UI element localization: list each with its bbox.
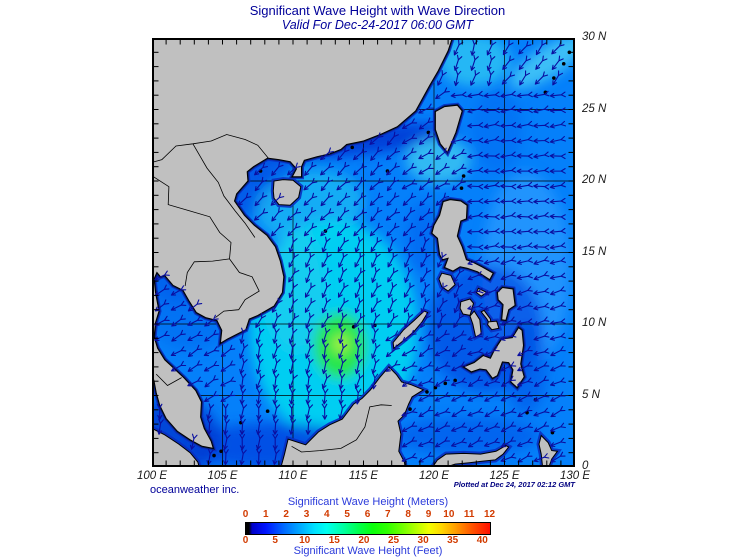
meters-tick-label: 9 [425, 509, 432, 520]
plotted-timestamp: Plotted at Dec 24, 2017 02:12 GMT [453, 480, 575, 489]
meters-tick-label: 4 [324, 509, 330, 520]
feet-tick-label: 15 [328, 535, 340, 546]
lat-label: 15 N [582, 245, 607, 258]
meters-tick-label: 7 [385, 509, 391, 520]
lat-label: 10 N [582, 317, 607, 329]
lon-label: 100 E [136, 470, 168, 482]
meters-tick-label: 11 [463, 509, 475, 520]
feet-tick-label: 40 [476, 535, 488, 546]
map-canvas [152, 38, 575, 467]
lat-label: 20 N [582, 174, 607, 186]
wave-height-colorbar [245, 522, 491, 535]
feet-tick-label: 25 [387, 535, 400, 546]
lat-label: 0 [582, 460, 589, 472]
lat-label: 5 N [582, 388, 600, 401]
lon-label: 110 E [278, 470, 308, 482]
feet-tick-label: 0 [242, 535, 249, 546]
lat-label: 30 N [582, 31, 607, 43]
valid-time-subtitle: Valid For Dec-24-2017 06:00 GMT [281, 18, 474, 32]
lat-label: 25 N [582, 102, 607, 115]
feet-tick-label: 30 [417, 535, 429, 546]
meters-tick-label: 6 [364, 509, 371, 520]
meters-tick-label: 8 [405, 509, 411, 520]
lon-label: 130 E [559, 470, 591, 482]
page-title: Significant Wave Height with Wave Direct… [249, 3, 506, 18]
meters-tick-label: 3 [303, 509, 310, 520]
lon-label: 105 E [207, 470, 238, 482]
lon-label: 115 E [348, 470, 379, 482]
feet-tick-label: 10 [299, 535, 311, 546]
legend-feet-title: Significant Wave Height (Feet) [293, 545, 443, 557]
meters-tick-label: 12 [483, 509, 496, 520]
meters-tick-label: 0 [242, 509, 249, 520]
feet-tick-label: 35 [447, 535, 459, 546]
lon-label: 125 E [489, 470, 520, 482]
feet-tick-label: 5 [272, 535, 278, 546]
meters-tick-label: 5 [344, 509, 350, 520]
lon-label: 120 E [418, 470, 450, 482]
meters-tick-label: 1 [263, 509, 269, 520]
credit-text: oceanweather inc. [150, 484, 240, 496]
meters-tick-label: 2 [283, 509, 289, 520]
legend-meters-title: Significant Wave Height (Meters) [287, 496, 449, 508]
wave-map-svg [152, 38, 575, 467]
feet-tick-label: 20 [358, 535, 370, 546]
meters-tick-label: 10 [443, 509, 455, 520]
